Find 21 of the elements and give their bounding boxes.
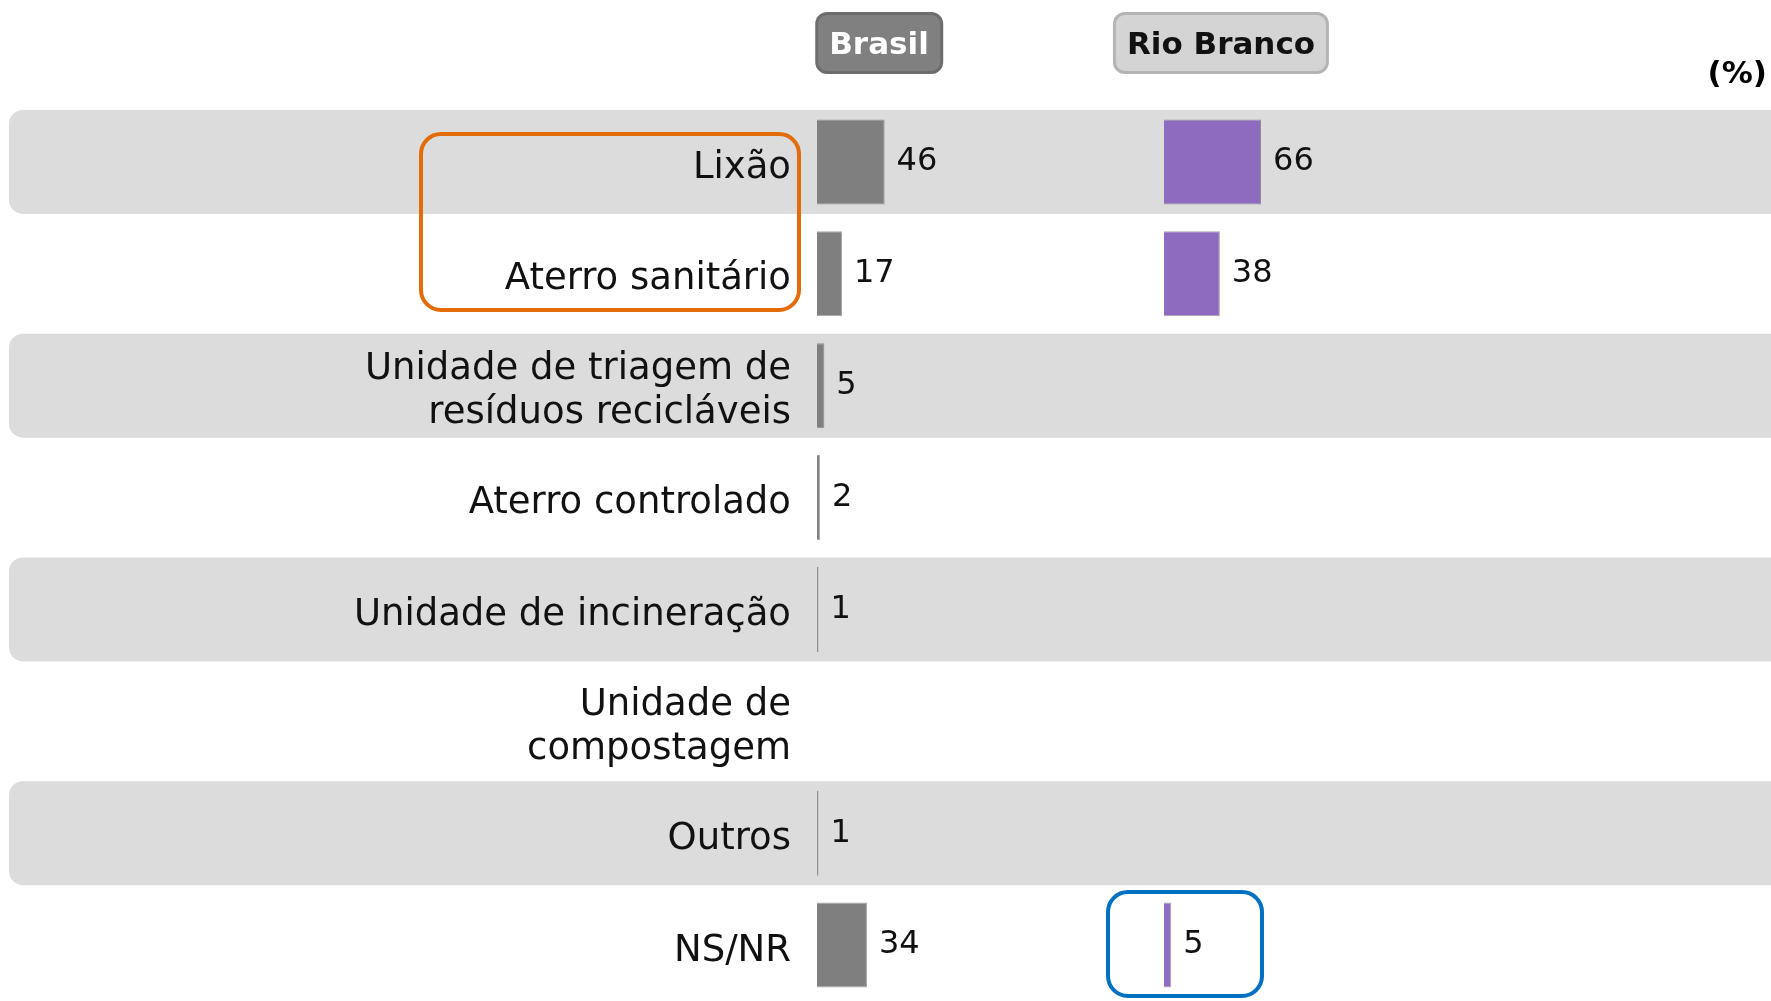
data-label: 66 bbox=[1273, 140, 1314, 179]
y-tick-label: Lixão bbox=[692, 143, 791, 187]
chart-title: Brasil bbox=[815, 12, 943, 74]
data-label: 17 bbox=[853, 252, 895, 291]
y-tick-label: Aterro sanitário bbox=[504, 255, 791, 299]
chart-title: Rio Branco bbox=[1112, 12, 1330, 74]
y-tick-label: Unidade de incineração bbox=[353, 591, 791, 635]
y-tick-label: NS/NR bbox=[673, 926, 791, 970]
data-label: 1 bbox=[830, 587, 851, 626]
y-tick-label: Aterro controlado bbox=[468, 479, 791, 523]
y-tick-label: Outros bbox=[667, 814, 791, 858]
data-label: 5 bbox=[836, 364, 857, 402]
data-label: 38 bbox=[1231, 252, 1273, 291]
y-tick-label: Unidade de compostagem bbox=[527, 680, 791, 768]
text: (%) bbox=[1707, 54, 1767, 90]
data-label: 1 bbox=[830, 811, 851, 850]
data-label: 34 bbox=[878, 923, 920, 962]
data-label: 46 bbox=[896, 140, 938, 179]
data-label: 2 bbox=[831, 475, 853, 514]
data-label: 5 bbox=[1183, 923, 1204, 962]
y-tick-label: Unidade de triagem de resíduos recicláveis bbox=[365, 345, 791, 433]
